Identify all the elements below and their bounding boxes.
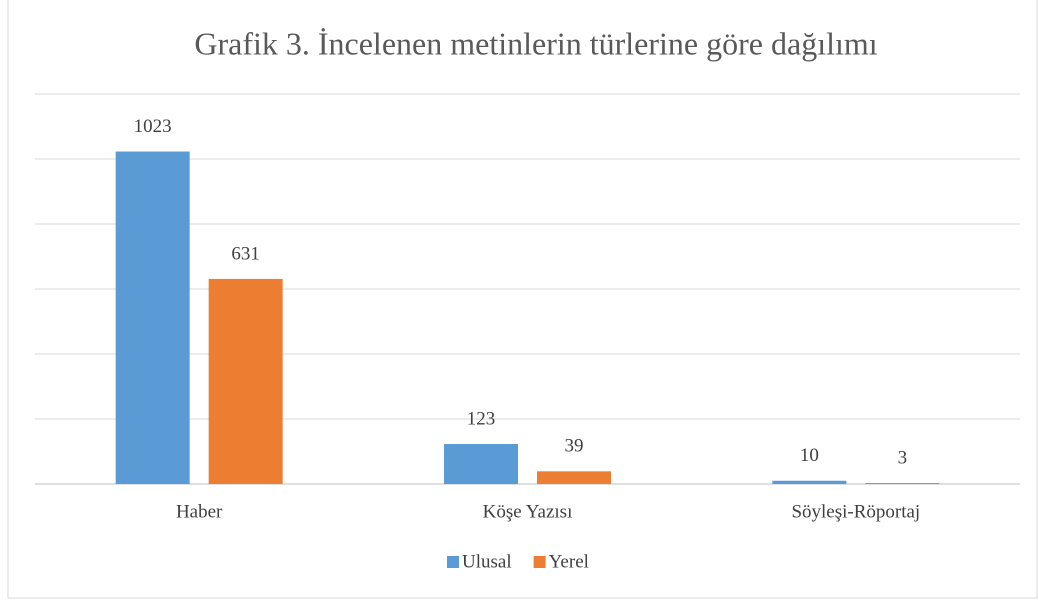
legend-swatch <box>533 556 546 568</box>
bar <box>865 483 940 484</box>
x-tick-label: Köşe Yazısı <box>483 501 573 522</box>
data-label: 123 <box>467 408 496 429</box>
legend-swatch <box>447 556 459 568</box>
data-label: 3 <box>898 447 908 468</box>
x-tick-label: Söyleşi-Röportaj <box>791 501 920 522</box>
bar <box>772 480 847 484</box>
bar <box>115 151 190 484</box>
data-label: 39 <box>565 436 584 457</box>
data-label: 631 <box>231 243 260 264</box>
data-label: 10 <box>800 445 819 466</box>
chart-title: Grafik 3. İncelenen metinlerin türlerine… <box>194 25 877 61</box>
legend-label: Ulusal <box>462 551 512 572</box>
bar <box>444 444 518 484</box>
x-tick-label: Haber <box>176 501 223 522</box>
legend-label: Yerel <box>549 551 589 572</box>
bar <box>208 278 283 484</box>
bar <box>537 471 611 484</box>
data-label: 1023 <box>134 116 172 137</box>
